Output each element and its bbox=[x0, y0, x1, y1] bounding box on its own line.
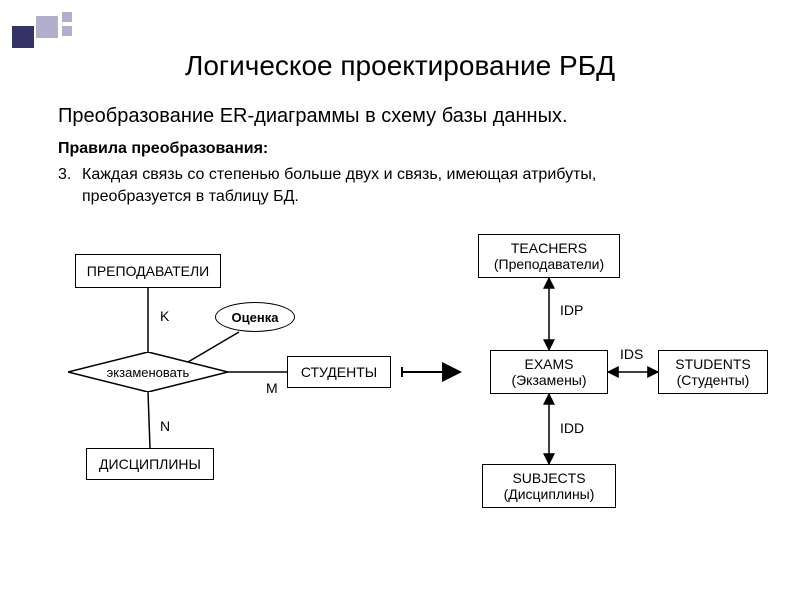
er-attribute-grade-label: Оценка bbox=[232, 310, 279, 325]
er-entity-students-label: СТУДЕНТЫ bbox=[301, 364, 377, 380]
decor-square-light-1 bbox=[36, 16, 58, 38]
connectors-layer bbox=[0, 0, 800, 600]
rule-text-line2: преобразуется в таблицу БД. bbox=[82, 188, 299, 206]
cardinality-n: N bbox=[160, 418, 170, 434]
schema-students-line1: STUDENTS bbox=[675, 356, 750, 372]
decor-square-small-1 bbox=[62, 12, 72, 22]
subtitle: Преобразование ER-диаграммы в схему базы… bbox=[58, 105, 568, 128]
schema-table-subjects: SUBJECTS (Дисциплины) bbox=[482, 464, 616, 508]
schema-table-students: STUDENTS (Студенты) bbox=[658, 350, 768, 394]
er-entity-subjects: ДИСЦИПЛИНЫ bbox=[86, 448, 214, 480]
cardinality-k: K bbox=[160, 308, 169, 324]
schema-teachers-line2: (Преподаватели) bbox=[494, 256, 604, 272]
decor-square-small-2 bbox=[62, 26, 72, 36]
schema-table-exams: EXAMS (Экзамены) bbox=[490, 350, 608, 394]
schema-students-line2: (Студенты) bbox=[677, 372, 750, 388]
er-relationship-examine: экзаменовать bbox=[68, 352, 228, 392]
er-entity-teachers-label: ПРЕПОДАВАТЕЛИ bbox=[87, 263, 209, 279]
er-relationship-label: экзаменовать bbox=[107, 365, 190, 380]
fk-label-ids: IDS bbox=[620, 346, 643, 362]
cardinality-m: M bbox=[266, 380, 278, 396]
er-entity-subjects-label: ДИСЦИПЛИНЫ bbox=[99, 456, 201, 472]
er-entity-students: СТУДЕНТЫ bbox=[287, 356, 391, 388]
schema-exams-line1: EXAMS bbox=[524, 356, 573, 372]
er-attribute-grade: Оценка bbox=[215, 302, 295, 332]
schema-subjects-line1: SUBJECTS bbox=[512, 470, 585, 486]
er-entity-teachers: ПРЕПОДАВАТЕЛИ bbox=[75, 254, 221, 288]
rule-text-line1: Каждая связь со степенью больше двух и с… bbox=[82, 166, 596, 184]
schema-subjects-line2: (Дисциплины) bbox=[504, 486, 595, 502]
fk-label-idd: IDD bbox=[560, 420, 584, 436]
page-title: Логическое проектирование РБД bbox=[0, 50, 800, 82]
fk-label-idp: IDP bbox=[560, 302, 583, 318]
rule-number: 3. bbox=[58, 166, 71, 184]
schema-exams-line2: (Экзамены) bbox=[511, 372, 586, 388]
schema-teachers-line1: TEACHERS bbox=[511, 240, 587, 256]
decor-square-dark bbox=[12, 26, 34, 48]
rules-label: Правила преобразования: bbox=[58, 140, 268, 158]
schema-table-teachers: TEACHERS (Преподаватели) bbox=[478, 234, 620, 278]
